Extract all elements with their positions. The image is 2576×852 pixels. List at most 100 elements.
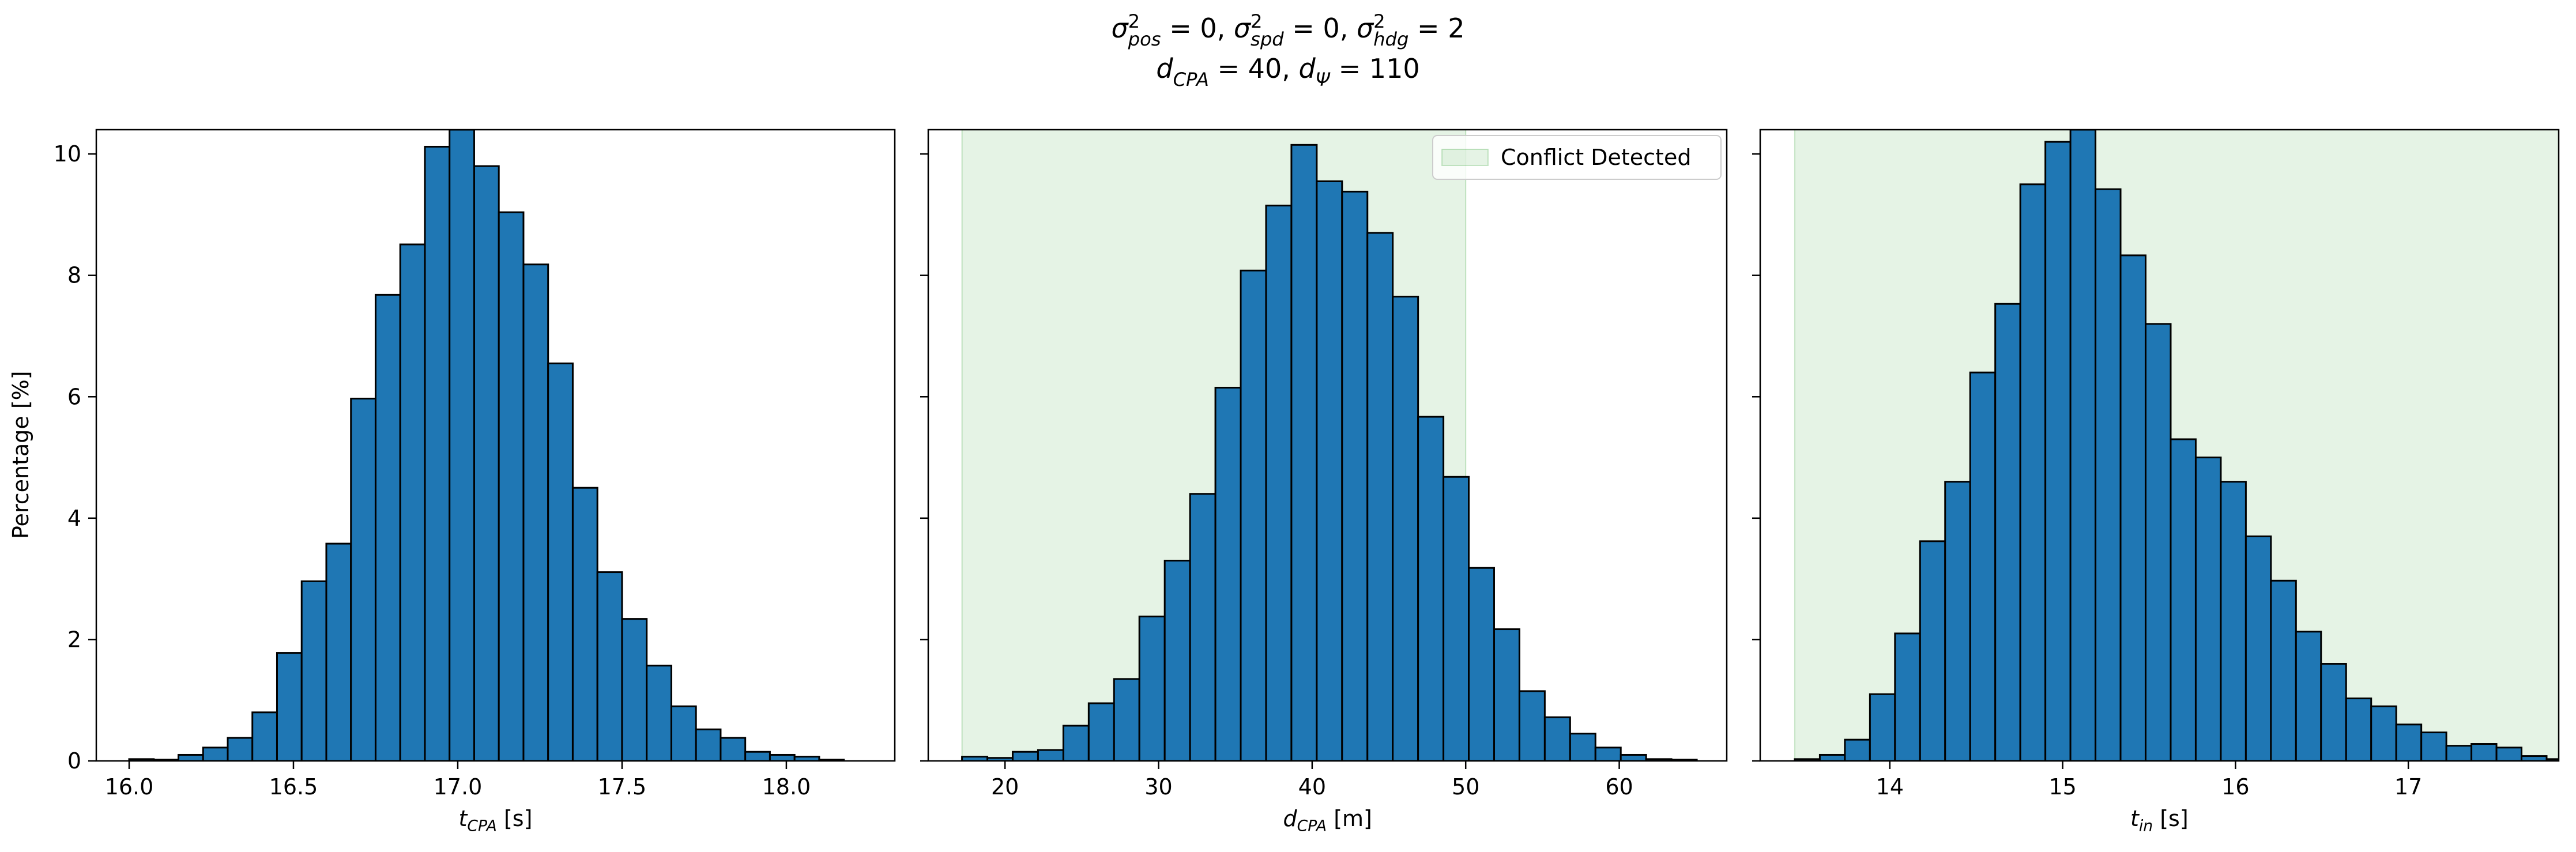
histogram-bar xyxy=(1443,476,1470,761)
histogram-bar xyxy=(350,397,376,761)
histogram-bar xyxy=(498,211,525,761)
histogram-bar xyxy=(1543,716,1571,761)
histogram-bar xyxy=(1138,615,1166,761)
histogram-bar xyxy=(1869,693,1896,761)
histogram-bar xyxy=(1011,751,1039,761)
x-tick-label: 17.0 xyxy=(434,774,483,800)
y-tick-label: 2 xyxy=(67,627,81,652)
histogram-bar xyxy=(2470,743,2498,761)
histogram-bar xyxy=(300,580,327,761)
histogram-bar xyxy=(2420,732,2447,761)
x-tick-label: 30 xyxy=(1144,774,1172,800)
histogram-bar xyxy=(2445,745,2473,761)
x-tick-label: 50 xyxy=(1452,774,1479,800)
histogram-bar xyxy=(2295,631,2322,761)
histogram-bar xyxy=(1062,725,1090,761)
x-axis-label-2: dCPA [m] xyxy=(1283,806,1372,835)
histogram-bar xyxy=(2220,481,2247,761)
histogram-bar xyxy=(646,665,672,761)
histogram-bar xyxy=(720,737,747,761)
histogram-bar xyxy=(1240,269,1267,761)
x-tick-label: 20 xyxy=(991,774,1019,800)
histogram-bar xyxy=(2019,183,2047,761)
y-tick-label: 10 xyxy=(54,141,81,167)
histogram-bar xyxy=(1818,753,1846,761)
histogram-bar xyxy=(2145,323,2172,761)
histogram-bar xyxy=(1037,749,1064,761)
histogram-bar xyxy=(1392,296,1419,761)
histogram-bar xyxy=(1214,386,1242,761)
histogram-bar xyxy=(2194,457,2222,761)
plot-frame xyxy=(927,129,1728,762)
histogram-bar xyxy=(769,753,796,761)
histogram-bar xyxy=(2320,663,2347,761)
histogram-bar xyxy=(202,747,229,761)
histogram-bar xyxy=(1569,733,1596,761)
histogram-bar xyxy=(1113,678,1140,761)
x-tick-label: 17.5 xyxy=(598,774,647,800)
histogram-bar xyxy=(2095,188,2122,761)
x-tick-label: 17 xyxy=(2394,774,2422,800)
x-tick-label: 18.0 xyxy=(762,774,811,800)
legend-label: Conflict Detected xyxy=(1501,145,1691,170)
histogram-bar xyxy=(1189,493,1217,761)
histogram-bar xyxy=(449,130,475,761)
histogram-bar xyxy=(2521,755,2548,761)
figure-title-line-2: d CPA = 40, d Ψ = 110 xyxy=(1156,53,1420,91)
histogram-bar xyxy=(1620,753,1647,761)
histogram-bar xyxy=(1994,303,2021,761)
histogram-bar xyxy=(2170,438,2197,761)
histogram-bar xyxy=(325,542,352,761)
legend: Conflict Detected xyxy=(1432,135,1722,180)
y-tick-label: 4 xyxy=(67,506,81,531)
x-tick-label: 40 xyxy=(1298,774,1326,800)
histogram-bar xyxy=(2069,130,2097,761)
histogram-bar xyxy=(1594,747,1622,761)
histogram-bar xyxy=(547,362,574,761)
histogram-bar xyxy=(1919,540,1946,761)
histogram-bar xyxy=(2571,760,2576,761)
histogram-bar xyxy=(1366,232,1394,761)
histogram-bar xyxy=(596,571,623,761)
histogram-bar xyxy=(1341,190,1369,761)
figure-title-line-1: σ 2 pos = 0, σ 2 spd = 0, σ 2 hdg = 2 xyxy=(1111,10,1465,50)
y-tick-label: 8 xyxy=(67,263,81,288)
panel-3: 14 15 16 17 xyxy=(1752,129,2576,800)
histogram-bar xyxy=(1969,371,1997,761)
x-tick-label: 60 xyxy=(1605,774,1633,800)
histogram-bar xyxy=(744,751,771,761)
histogram-bar xyxy=(621,618,648,761)
histogram-bar xyxy=(424,145,451,761)
x-axis-label-1: tCPA [s] xyxy=(458,806,533,835)
plot-frame xyxy=(95,129,896,762)
histogram-bar xyxy=(1493,628,1520,761)
x-tick-label: 14 xyxy=(1876,774,1904,800)
histogram-bar xyxy=(1316,180,1343,761)
histogram-bar xyxy=(670,705,697,761)
histogram-bar xyxy=(473,165,500,761)
panel-2: 20 30 40 50 60 Conflict Detected xyxy=(920,129,1728,800)
histogram-bar xyxy=(2270,579,2297,761)
histogram-bar xyxy=(227,737,254,761)
y-tick-label: 0 xyxy=(67,748,81,774)
histogram-bar xyxy=(1163,560,1191,761)
histogram-bar xyxy=(1844,738,1871,761)
histogram-bar xyxy=(2395,723,2423,761)
x-tick-label: 15 xyxy=(2048,774,2076,800)
histogram-bar xyxy=(1290,144,1318,761)
histogram-bar xyxy=(177,753,204,761)
panel-1: 16.0 16.5 17.0 17.5 18.0 0 2 4 6 8 10 xyxy=(54,129,896,800)
histogram-bar xyxy=(399,243,426,761)
histogram-bar xyxy=(2545,758,2559,761)
histogram-bar xyxy=(374,293,401,761)
histogram-bar xyxy=(1468,567,1495,761)
histogram-bar xyxy=(2370,705,2397,761)
histogram-bar xyxy=(695,728,722,761)
legend-swatch xyxy=(1441,149,1489,166)
x-axis-label-3: tin [s] xyxy=(2130,806,2189,835)
histogram-bar xyxy=(2044,141,2072,761)
histogram-bar xyxy=(1518,690,1546,761)
histogram-bar xyxy=(2119,254,2147,761)
histogram-bar xyxy=(2345,698,2372,761)
